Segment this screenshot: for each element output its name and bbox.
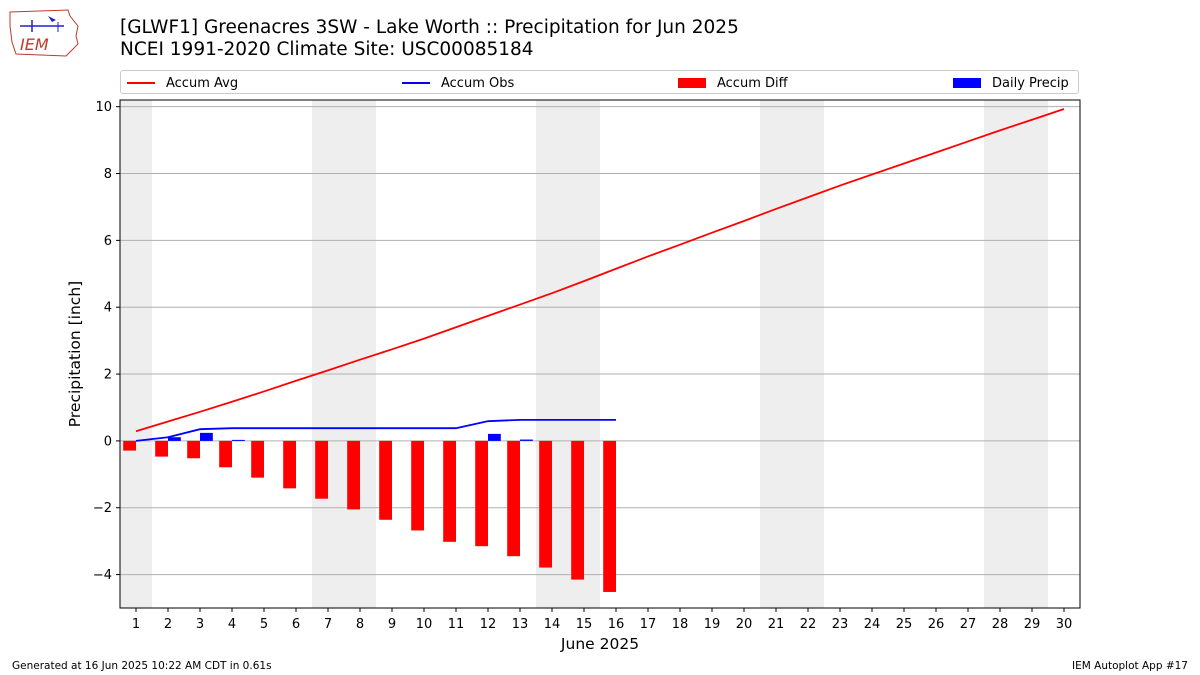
x-axis-label: June 2025 [560,635,639,653]
x-tick-label-13: 13 [512,617,529,632]
legend-label-accum-diff: Accum Diff [717,75,788,91]
accum-diff-bar-7 [315,440,328,499]
accum-diff-bar-13 [507,440,520,557]
y-tick-label-4: 4 [104,301,112,316]
x-tick-label-19: 19 [704,617,721,632]
daily-precip-bar-4 [232,439,245,441]
x-tick-label-14: 14 [544,617,561,632]
legend-item-accum-avg: Accum Avg [127,71,238,95]
x-tick-label-29: 29 [1024,617,1041,632]
x-tick-label-6: 6 [292,617,300,632]
weekend-shade-3 [760,100,824,608]
x-tick-label-20: 20 [736,617,753,632]
accum-diff-bar-16 [603,440,616,592]
x-tick-label-24: 24 [864,617,881,632]
x-tick-label-5: 5 [260,617,268,632]
x-tick-label-9: 9 [388,617,396,632]
x-tick-label-2: 2 [164,617,172,632]
x-tick-label-16: 16 [608,617,625,632]
y-tick-label-5: 6 [104,234,112,249]
x-tick-label-15: 15 [576,617,593,632]
x-tick-label-11: 11 [448,617,465,632]
weekend-shade-1 [312,100,376,608]
y-tick-label-0: −4 [93,568,112,583]
legend-item-daily-precip: Daily Precip [953,71,1069,95]
legend-item-accum-obs: Accum Obs [402,71,514,95]
y-tick-label-1: −2 [93,501,112,516]
legend-swatch-accum-obs [402,82,430,84]
accum-obs-line [135,418,616,442]
y-tick-label-2: 0 [104,434,112,449]
accum-avg-line [135,108,1065,433]
accum-diff-bar-3 [187,440,200,459]
accum-diff-bar-11 [443,440,456,542]
accum-diff-bar-8 [347,440,360,510]
y-tick-label-7: 10 [95,100,112,115]
accum-diff-bar-12 [475,440,488,547]
accum-diff-bar-15 [571,440,584,580]
accum-diff-bar-1 [123,440,136,451]
legend-swatch-accum-diff [678,78,706,88]
legend-label-accum-avg: Accum Avg [166,75,239,91]
y-tick-label-6: 8 [104,167,112,182]
accum-diff-bar-2 [155,440,168,457]
iowa-outline [9,9,79,57]
legend-item-accum-diff: Accum Diff [678,71,788,95]
x-tick-label-26: 26 [928,617,945,632]
x-tick-label-27: 27 [960,617,977,632]
logo-text: IEM [20,35,49,54]
x-tick-label-4: 4 [228,617,236,632]
x-tick-label-3: 3 [196,617,204,632]
accum-diff-bar-14 [539,440,552,568]
x-tick-label-21: 21 [768,617,785,632]
legend-label-accum-obs: Accum Obs [441,75,515,91]
x-tick-label-25: 25 [896,617,913,632]
x-tick-label-7: 7 [324,617,332,632]
x-tick-label-12: 12 [480,617,497,632]
chart-title: [GLWF1] Greenacres 3SW - Lake Worth :: P… [120,17,739,38]
x-tick-label-22: 22 [800,617,817,632]
x-tick-label-30: 30 [1056,617,1073,632]
app-credit: IEM Autoplot App #17 [1072,660,1188,672]
daily-precip-bar-2 [168,437,181,441]
daily-precip-bar-12 [488,433,501,441]
generated-timestamp: Generated at 16 Jun 2025 10:22 AM CDT in… [12,660,272,672]
x-tick-label-18: 18 [672,617,689,632]
y-axis-label: Precipitation [inch] [66,281,84,427]
weekend-shade-2 [536,100,600,608]
accum-diff-bar-9 [379,440,392,520]
x-tick-label-1: 1 [132,617,140,632]
accum-diff-bar-6 [283,440,296,489]
weekend-shade-0 [120,100,152,608]
x-tick-label-23: 23 [832,617,849,632]
x-tick-label-17: 17 [640,617,657,632]
x-tick-label-10: 10 [416,617,433,632]
legend-label-daily-precip: Daily Precip [992,75,1069,91]
legend: Accum Avg Accum Obs Accum Diff Daily Pre… [120,70,1079,94]
legend-swatch-daily-precip [953,78,981,88]
iem-logo: IEM [9,9,79,57]
chart-subtitle: NCEI 1991-2020 Climate Site: USC00085184 [120,39,534,60]
accum-diff-bar-5 [251,440,264,478]
x-tick-label-8: 8 [356,617,364,632]
plot-frame [119,99,1081,609]
y-tick-label-3: 2 [104,368,112,383]
daily-precip-bar-13 [520,439,533,441]
weekend-shade-4 [984,100,1048,608]
accum-diff-bar-4 [219,440,232,468]
daily-precip-bar-3 [200,432,213,441]
x-tick-label-28: 28 [992,617,1009,632]
accum-diff-bar-10 [411,440,424,531]
legend-swatch-accum-avg [127,82,155,84]
